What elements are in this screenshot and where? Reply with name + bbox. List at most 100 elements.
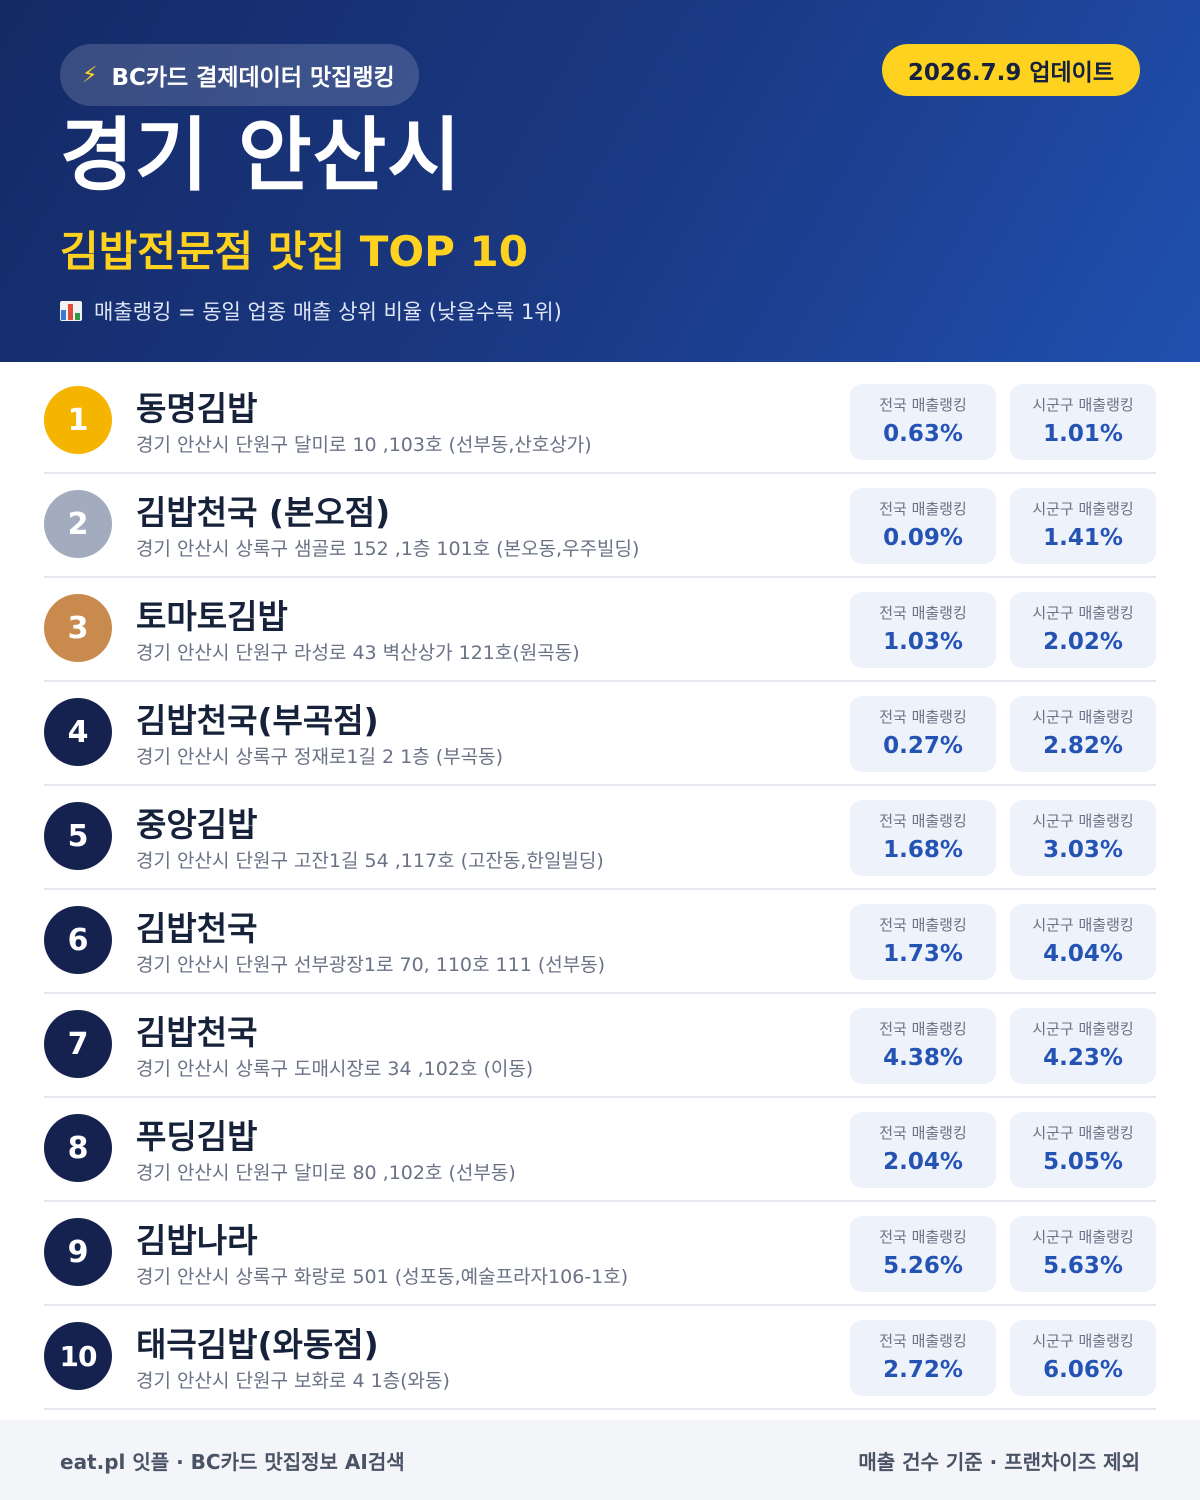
local-rank-label: 시군구 매출랭킹 bbox=[1032, 500, 1134, 518]
footer-criteria: 매출 건수 기준 · 프랜차이즈 제외 bbox=[858, 1450, 1140, 1474]
restaurant-name[interactable]: 김밥천국 (본오점) bbox=[136, 493, 391, 532]
national-rank-value: 2.04% bbox=[883, 1149, 963, 1175]
restaurant-address: 경기 안산시 상록구 샘골로 152 ,1층 101호 (본오동,우주빌딩) bbox=[136, 538, 640, 560]
restaurant-name[interactable]: 김밥천국(부곡점) bbox=[136, 701, 379, 740]
local-rank-box: 시군구 매출랭킹 4.04% bbox=[1010, 904, 1156, 980]
local-rank-box: 시군구 매출랭킹 5.05% bbox=[1010, 1112, 1156, 1188]
restaurant-name[interactable]: 중앙김밥 bbox=[136, 805, 258, 844]
local-rank-box: 시군구 매출랭킹 5.63% bbox=[1010, 1216, 1156, 1292]
national-rank-box: 전국 매출랭킹 2.04% bbox=[850, 1112, 996, 1188]
national-rank-value: 1.03% bbox=[883, 629, 963, 655]
ranking-note-text: 매출랭킹 = 동일 업종 매출 상위 비율 (낮을수록 1위) bbox=[94, 300, 562, 324]
update-badge: 2026.7.9 업데이트 bbox=[881, 44, 1140, 96]
local-rank-value: 1.01% bbox=[1043, 421, 1123, 447]
national-rank-label: 전국 매출랭킹 bbox=[879, 1124, 967, 1142]
list-item[interactable]: 3 토마토김밥 경기 안산시 단원구 라성로 43 벽산상가 121호(원곡동) 전국… bbox=[44, 578, 1156, 682]
restaurant-name[interactable]: 김밥나라 bbox=[136, 1221, 258, 1260]
national-rank-box: 전국 매출랭킹 5.26% bbox=[850, 1216, 996, 1292]
national-rank-value: 0.09% bbox=[883, 525, 963, 551]
list-item[interactable]: 10 태극김밥(와동점) 경기 안산시 단원구 보화로 4 1층(와동) 전국 매출랭… bbox=[44, 1306, 1156, 1410]
national-rank-box: 전국 매출랭킹 0.09% bbox=[850, 488, 996, 564]
national-rank-value: 1.73% bbox=[883, 941, 963, 967]
header-banner: ⚡ BC카드 결제데이터 맛집랭킹 2026.7.9 업데이트 경기 안산시 김… bbox=[0, 0, 1200, 362]
national-rank-label: 전국 매출랭킹 bbox=[879, 1228, 967, 1246]
local-rank-box: 시군구 매출랭킹 2.82% bbox=[1010, 696, 1156, 772]
lightning-bolt-icon: ⚡ bbox=[82, 62, 98, 88]
local-rank-value: 5.05% bbox=[1043, 1149, 1123, 1175]
page-subtitle: 김밥전문점 맛집 TOP 10 bbox=[60, 227, 528, 276]
local-rank-label: 시군구 매출랭킹 bbox=[1032, 1228, 1134, 1246]
national-rank-box: 전국 매출랭킹 0.27% bbox=[850, 696, 996, 772]
restaurant-address: 경기 안산시 단원구 선부광장1로 70, 110호 111 (선부동) bbox=[136, 954, 606, 976]
local-rank-label: 시군구 매출랭킹 bbox=[1032, 812, 1134, 830]
restaurant-name[interactable]: 김밥천국 bbox=[136, 1013, 258, 1052]
footer: eat.pl 잇플 · BC카드 맛집정보 AI검색 매출 건수 기준 · 프랜… bbox=[0, 1420, 1200, 1500]
national-rank-label: 전국 매출랭킹 bbox=[879, 916, 967, 934]
local-rank-label: 시군구 매출랭킹 bbox=[1032, 708, 1134, 726]
local-rank-box: 시군구 매출랭킹 3.03% bbox=[1010, 800, 1156, 876]
national-rank-value: 2.72% bbox=[883, 1357, 963, 1383]
national-rank-label: 전국 매출랭킹 bbox=[879, 1332, 967, 1350]
local-rank-box: 시군구 매출랭킹 4.23% bbox=[1010, 1008, 1156, 1084]
restaurant-name[interactable]: 동명김밥 bbox=[136, 389, 258, 428]
national-rank-value: 0.27% bbox=[883, 733, 963, 759]
national-rank-box: 전국 매출랭킹 1.68% bbox=[850, 800, 996, 876]
national-rank-label: 전국 매출랭킹 bbox=[879, 500, 967, 518]
rank-badge: 6 bbox=[44, 906, 112, 974]
national-rank-value: 1.68% bbox=[883, 837, 963, 863]
restaurant-address: 경기 안산시 단원구 달미로 10 ,103호 (선부동,산호상가) bbox=[136, 434, 592, 456]
national-rank-label: 전국 매출랭킹 bbox=[879, 812, 967, 830]
list-item[interactable]: 4 김밥천국(부곡점) 경기 안산시 상록구 정재로1길 2 1층 (부곡동) 전국 … bbox=[44, 682, 1156, 786]
bar-chart-icon bbox=[60, 301, 82, 321]
local-rank-label: 시군구 매출랭킹 bbox=[1032, 1332, 1134, 1350]
restaurant-name[interactable]: 토마토김밥 bbox=[136, 597, 288, 636]
rank-badge: 10 bbox=[44, 1322, 112, 1390]
restaurant-address: 경기 안산시 상록구 화랑로 501 (성포동,예술프라자106-1호) bbox=[136, 1266, 629, 1288]
national-rank-value: 0.63% bbox=[883, 421, 963, 447]
national-rank-label: 전국 매출랭킹 bbox=[879, 1020, 967, 1038]
rank-badge: 9 bbox=[44, 1218, 112, 1286]
restaurant-name[interactable]: 김밥천국 bbox=[136, 909, 258, 948]
rank-badge: 5 bbox=[44, 802, 112, 870]
national-rank-box: 전국 매출랭킹 0.63% bbox=[850, 384, 996, 460]
local-rank-label: 시군구 매출랭킹 bbox=[1032, 916, 1134, 934]
local-rank-value: 4.04% bbox=[1043, 941, 1123, 967]
local-rank-label: 시군구 매출랭킹 bbox=[1032, 1124, 1134, 1142]
restaurant-address: 경기 안산시 단원구 달미로 80 ,102호 (선부동) bbox=[136, 1162, 516, 1184]
page-title: 경기 안산시 bbox=[60, 109, 462, 202]
restaurant-address: 경기 안산시 단원구 라성로 43 벽산상가 121호(원곡동) bbox=[136, 642, 580, 664]
national-rank-label: 전국 매출랭킹 bbox=[879, 708, 967, 726]
restaurant-address: 경기 안산시 상록구 도매시장로 34 ,102호 (이동) bbox=[136, 1058, 534, 1080]
local-rank-value: 4.23% bbox=[1043, 1045, 1123, 1071]
national-rank-label: 전국 매출랭킹 bbox=[879, 604, 967, 622]
local-rank-value: 5.63% bbox=[1043, 1253, 1123, 1279]
footer-source: eat.pl 잇플 · BC카드 맛집정보 AI검색 bbox=[60, 1450, 405, 1474]
list-item[interactable]: 7 김밥천국 경기 안산시 상록구 도매시장로 34 ,102호 (이동) 전국 매출… bbox=[44, 994, 1156, 1098]
local-rank-value: 2.02% bbox=[1043, 629, 1123, 655]
rank-badge: 1 bbox=[44, 386, 112, 454]
restaurant-name[interactable]: 푸딩김밥 bbox=[136, 1117, 258, 1156]
rank-badge: 2 bbox=[44, 490, 112, 558]
restaurant-address: 경기 안산시 단원구 고잔1길 54 ,117호 (고잔동,한일빌딩) bbox=[136, 850, 604, 872]
local-rank-label: 시군구 매출랭킹 bbox=[1032, 604, 1134, 622]
local-rank-value: 6.06% bbox=[1043, 1357, 1123, 1383]
national-rank-value: 5.26% bbox=[883, 1253, 963, 1279]
list-item[interactable]: 2 김밥천국 (본오점) 경기 안산시 상록구 샘골로 152 ,1층 101호 (… bbox=[44, 474, 1156, 578]
rank-badge: 4 bbox=[44, 698, 112, 766]
restaurant-address: 경기 안산시 단원구 보화로 4 1층(와동) bbox=[136, 1370, 450, 1392]
ranking-note: 매출랭킹 = 동일 업종 매출 상위 비율 (낮을수록 1위) bbox=[60, 296, 562, 326]
source-pill: ⚡ BC카드 결제데이터 맛집랭킹 bbox=[60, 44, 419, 106]
restaurant-address: 경기 안산시 상록구 정재로1길 2 1층 (부곡동) bbox=[136, 746, 504, 768]
rank-badge: 8 bbox=[44, 1114, 112, 1182]
local-rank-box: 시군구 매출랭킹 1.01% bbox=[1010, 384, 1156, 460]
source-label: BC카드 결제데이터 맛집랭킹 bbox=[111, 65, 395, 91]
restaurant-name[interactable]: 태극김밥(와동점) bbox=[136, 1325, 379, 1364]
local-rank-label: 시군구 매출랭킹 bbox=[1032, 396, 1134, 414]
national-rank-box: 전국 매출랭킹 1.73% bbox=[850, 904, 996, 980]
